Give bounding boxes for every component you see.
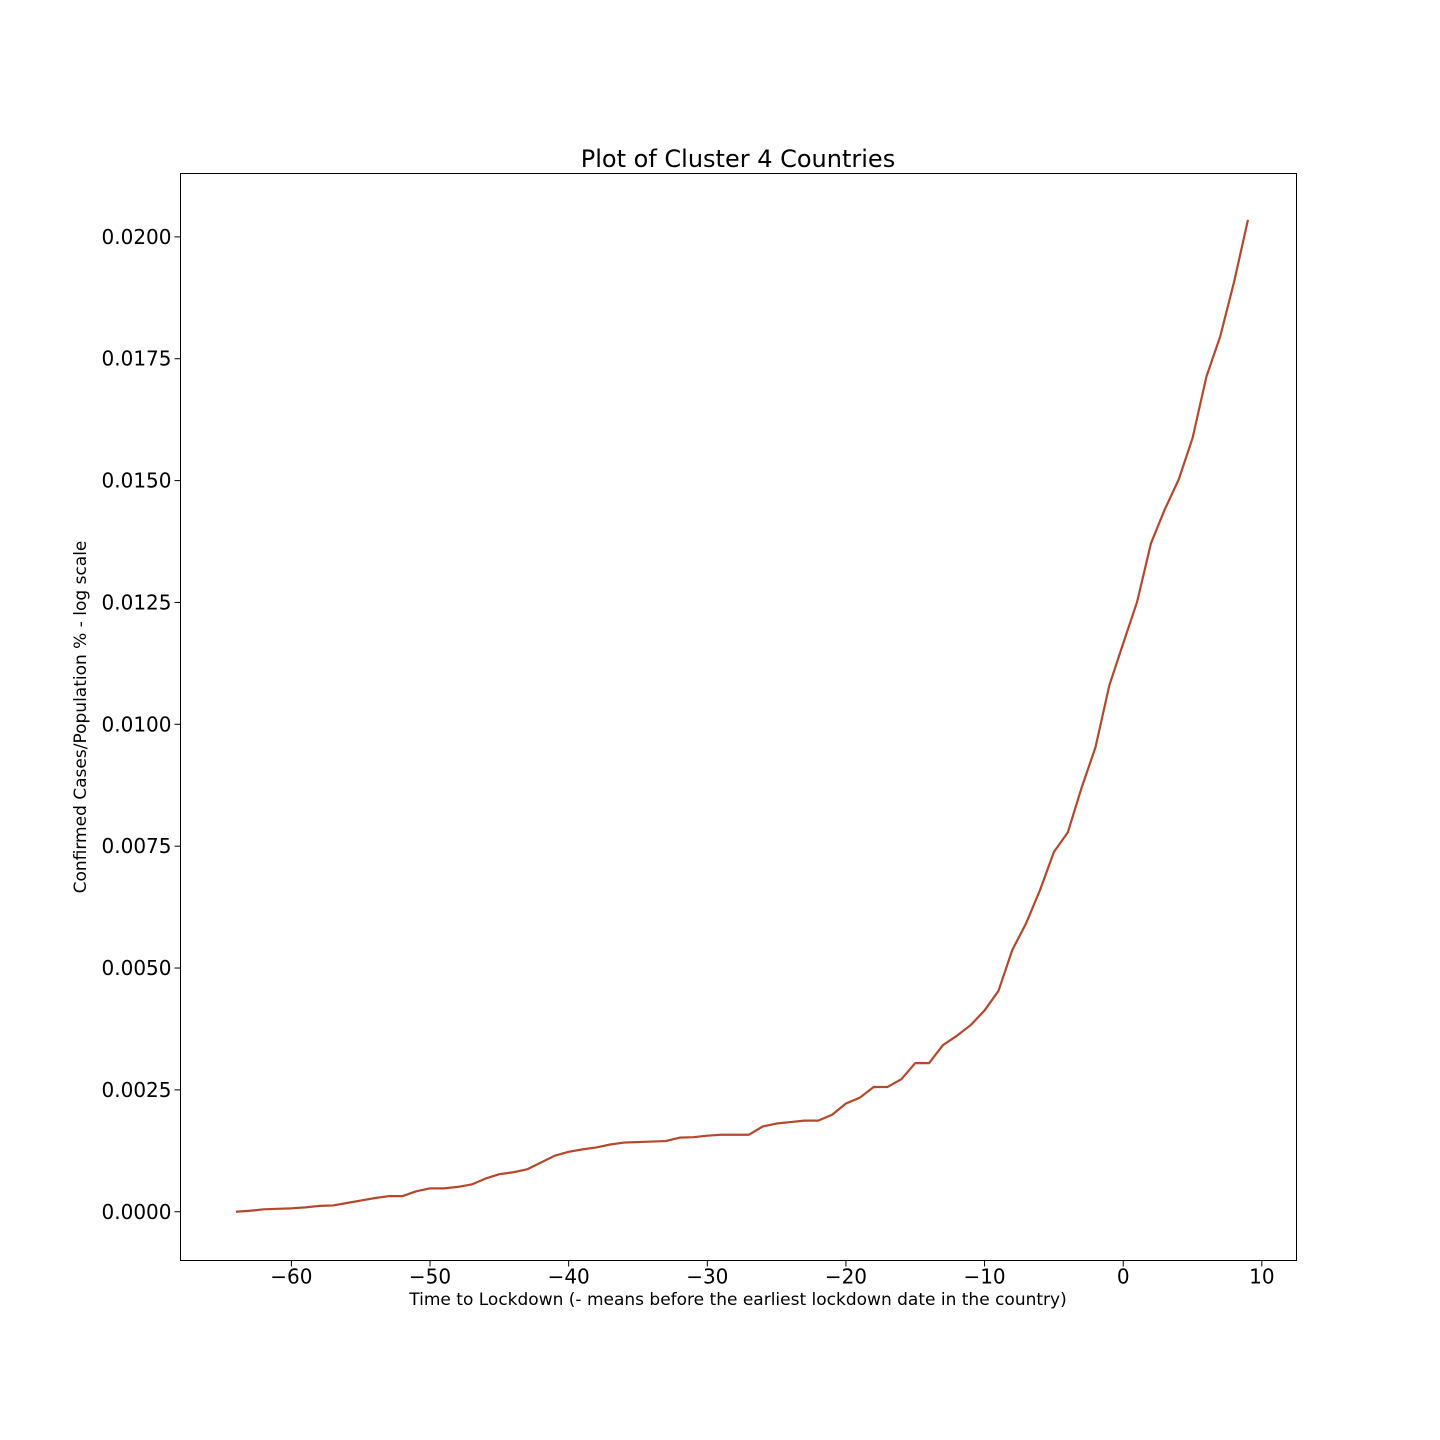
chart-title: Plot of Cluster 4 Countries (581, 145, 895, 173)
x-tick-label: −60 (270, 1265, 312, 1289)
x-tick-label: 10 (1249, 1265, 1274, 1289)
y-tick-label: 0.0175 (102, 347, 172, 371)
y-tick-label: 0.0100 (102, 712, 172, 736)
y-tick-label: 0.0000 (102, 1200, 172, 1224)
x-axis: −60 −50 −40 −30 −20 −10 0 10 (270, 1260, 1275, 1289)
x-tick-label: −30 (686, 1265, 728, 1289)
y-tick-label: 0.0075 (102, 834, 172, 858)
series-layer (235, 219, 1250, 1213)
x-tick-label: −40 (548, 1265, 590, 1289)
x-tick-label: −10 (963, 1265, 1005, 1289)
y-axis-label: Confirmed Cases/Population % - log scale (71, 541, 91, 894)
series-line-0 (235, 219, 1250, 1213)
y-tick-label: 0.0200 (102, 225, 172, 249)
y-tick-label: 0.0050 (102, 956, 172, 980)
y-tick-label: 0.0150 (102, 469, 172, 493)
plot-frame (180, 173, 1297, 1261)
x-tick-label: 0 (1117, 1265, 1130, 1289)
x-tick-label: −50 (409, 1265, 451, 1289)
x-axis-label: Time to Lockdown (- means before the ear… (408, 1290, 1066, 1310)
y-axis: 0.0000 0.0025 0.0050 0.0075 0.0100 0.0125 0.01… (102, 225, 181, 1224)
y-tick-label: 0.0125 (102, 590, 172, 614)
y-tick-label: 0.0025 (102, 1078, 172, 1102)
x-tick-label: −20 (825, 1265, 867, 1289)
